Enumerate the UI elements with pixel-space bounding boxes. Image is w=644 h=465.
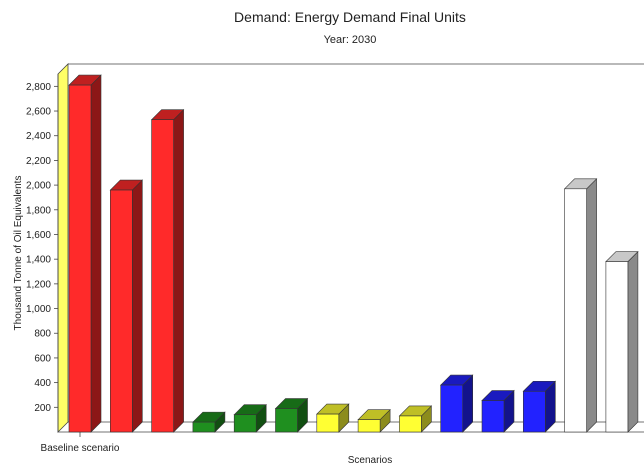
y-tick-label: 1,600 [26,230,51,241]
bar-front [233,414,257,433]
bar-front [357,419,381,433]
y-tick-label: 1,800 [26,205,51,216]
left-wall [57,63,69,433]
bar [109,179,144,433]
bar-front [68,84,92,433]
bar-front [399,415,422,433]
bar-side [586,178,597,433]
bar [316,403,350,433]
y-tick-label: 2,200 [26,156,51,167]
bar [233,403,267,433]
bar [357,408,391,433]
y-tick-label: 1,000 [26,304,51,315]
y-tick-label: 400 [34,378,51,389]
bar [563,178,598,433]
bar-front [605,261,629,433]
labels-layer: 200 400 600 800 1,000 1,200 1,400 1,600 1,800 2,0… [13,82,392,465]
y-tick-label: 2,400 [26,131,51,142]
bar-side [90,74,102,433]
y-tick-label: 2,800 [26,82,51,93]
bar [481,389,515,433]
bar-side [173,108,184,433]
bar [605,250,639,433]
y-tick-label: 800 [34,329,51,340]
bar-front [564,188,587,433]
axis-layer [54,63,644,437]
bar [522,380,557,433]
bar [274,397,309,433]
bar-front [440,384,464,433]
y-axis-label: Thousand Tonne of Oil Equivalents [13,176,24,331]
bars-layer [68,74,639,433]
bar-front [110,189,133,433]
bar [150,108,185,433]
bar-side [627,250,639,433]
bar-front [192,421,216,433]
y-tick-label: 2,000 [26,181,51,192]
bar-front [275,408,298,433]
chart-title: Demand: Energy Demand Final Units [234,9,466,25]
bar-side [132,179,143,433]
y-tick-label: 2,600 [26,107,51,118]
y-tick-label: 1,200 [26,279,51,290]
bar [192,411,226,433]
x-tick-label: Baseline scenario [41,443,120,454]
bar-front [316,413,340,433]
bar [439,374,474,433]
bar-front [522,390,546,433]
y-tick-label: 600 [34,353,51,364]
chart-subtitle: Year: 2030 [323,34,377,46]
bar [398,405,433,433]
bar [68,74,102,433]
bar-front [151,119,174,433]
y-tick-label: 200 [34,403,51,414]
bar-front [481,400,505,433]
y-tick-label: 1,400 [26,255,51,266]
x-axis-label: Scenarios [348,455,392,465]
